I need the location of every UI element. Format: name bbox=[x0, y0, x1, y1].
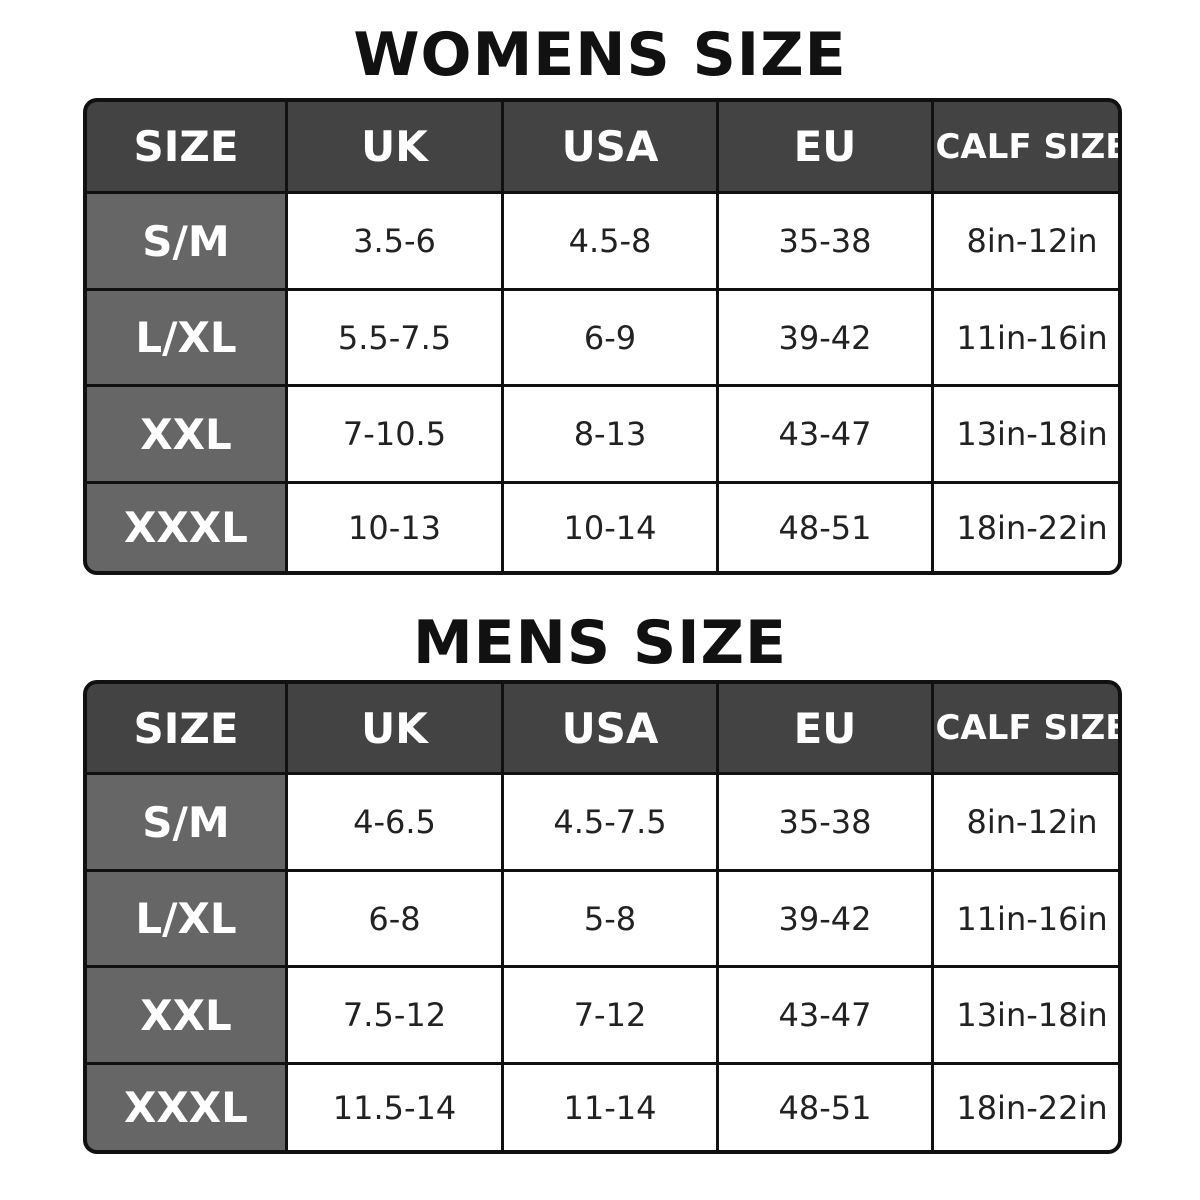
table-cell: 7-12 bbox=[504, 968, 716, 1062]
table-cell: 10-13 bbox=[288, 484, 501, 571]
column-header: UK bbox=[288, 684, 501, 772]
column-header: EU bbox=[719, 102, 931, 191]
table-cell: 18in-22in bbox=[934, 484, 1118, 571]
table-cell: 7-10.5 bbox=[288, 387, 501, 481]
table-cell: 48-51 bbox=[719, 484, 931, 571]
table-cell: 11.5-14 bbox=[288, 1065, 501, 1150]
table-cell: 3.5-6 bbox=[288, 194, 501, 288]
table-cell: 10-14 bbox=[504, 484, 716, 571]
table-cell: 8in-12in bbox=[934, 194, 1118, 288]
table-cell: 43-47 bbox=[719, 968, 931, 1062]
column-header: EU bbox=[719, 684, 931, 772]
womens-size-table: SIZE UK USA EU CALF SIZE S/M 3.5-6 4.5-8 35-38 8i… bbox=[83, 98, 1122, 575]
size-label-cell: S/M bbox=[87, 194, 285, 288]
table-cell: 6-9 bbox=[504, 291, 716, 384]
column-header: CALF SIZE bbox=[934, 102, 1118, 191]
column-header: UK bbox=[288, 102, 501, 191]
table-cell: 5.5-7.5 bbox=[288, 291, 501, 384]
table-cell: 39-42 bbox=[719, 872, 931, 965]
table-cell: 13in-18in bbox=[934, 968, 1118, 1062]
table-cell: 6-8 bbox=[288, 872, 501, 965]
column-header: SIZE bbox=[87, 102, 285, 191]
mens-size-table: SIZE UK USA EU CALF SIZE S/M 4-6.5 4.5-7.5 35-38… bbox=[83, 680, 1122, 1154]
table-cell: 8-13 bbox=[504, 387, 716, 481]
table-cell: 39-42 bbox=[719, 291, 931, 384]
table-cell: 43-47 bbox=[719, 387, 931, 481]
table-cell: 4.5-7.5 bbox=[504, 775, 716, 869]
size-label-cell: L/XL bbox=[87, 291, 285, 384]
size-label-cell: L/XL bbox=[87, 872, 285, 965]
size-label-cell: S/M bbox=[87, 775, 285, 869]
table-cell: 11in-16in bbox=[934, 872, 1118, 965]
table-cell: 11-14 bbox=[504, 1065, 716, 1150]
column-header: USA bbox=[504, 684, 716, 772]
column-header: CALF SIZE bbox=[934, 684, 1118, 772]
table-cell: 4-6.5 bbox=[288, 775, 501, 869]
table-cell: 4.5-8 bbox=[504, 194, 716, 288]
size-label-cell: XXL bbox=[87, 968, 285, 1062]
womens-size-title: WOMENS SIZE bbox=[353, 20, 847, 90]
table-cell: 13in-18in bbox=[934, 387, 1118, 481]
size-label-cell: XXL bbox=[87, 387, 285, 481]
size-label-cell: XXXL bbox=[87, 1065, 285, 1150]
table-cell: 5-8 bbox=[504, 872, 716, 965]
mens-size-title: MENS SIZE bbox=[412, 608, 788, 678]
table-cell: 8in-12in bbox=[934, 775, 1118, 869]
size-label-cell: XXXL bbox=[87, 484, 285, 571]
table-cell: 35-38 bbox=[719, 194, 931, 288]
column-header: USA bbox=[504, 102, 716, 191]
column-header: SIZE bbox=[87, 684, 285, 772]
table-cell: 35-38 bbox=[719, 775, 931, 869]
table-cell: 7.5-12 bbox=[288, 968, 501, 1062]
table-cell: 18in-22in bbox=[934, 1065, 1118, 1150]
table-cell: 48-51 bbox=[719, 1065, 931, 1150]
table-cell: 11in-16in bbox=[934, 291, 1118, 384]
